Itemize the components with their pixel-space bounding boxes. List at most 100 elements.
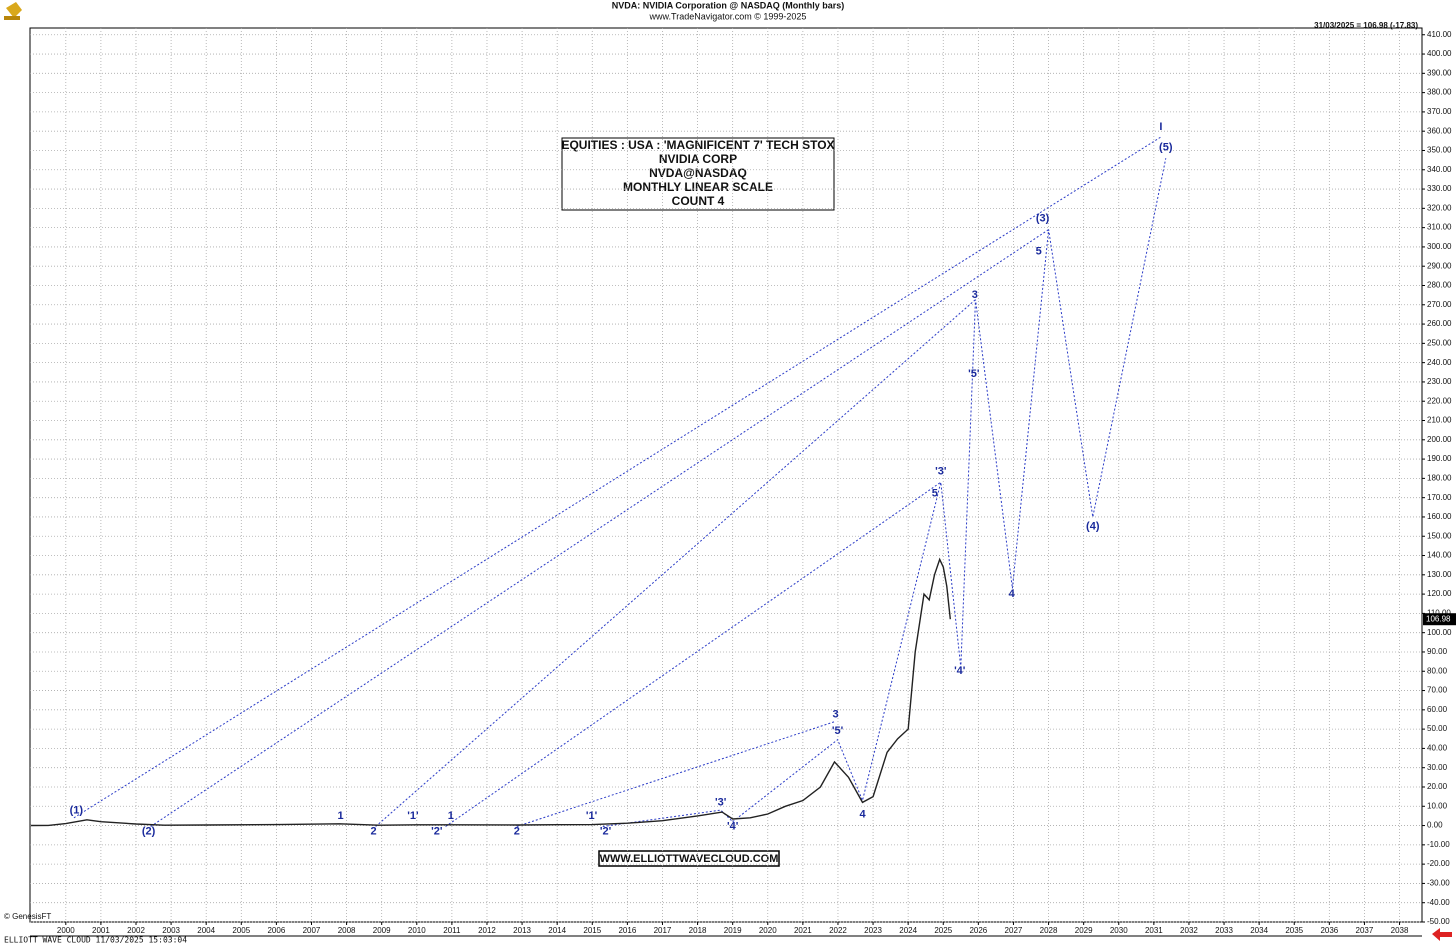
wave-label: 2 <box>514 825 520 837</box>
y-tick-label: 270.00 <box>1427 300 1452 309</box>
wave-line <box>375 299 976 827</box>
x-tick-label: 2023 <box>864 926 882 935</box>
wave-label: '1' <box>407 810 419 822</box>
x-tick-label: 2005 <box>232 926 250 935</box>
x-tick-label: 2000 <box>57 926 75 935</box>
x-tick-label: 2008 <box>338 926 356 935</box>
x-tick-label: 2024 <box>899 926 917 935</box>
info-line: MONTHLY LINEAR SCALE <box>623 180 773 194</box>
wave-label: 4 <box>859 808 866 820</box>
wave-line <box>73 136 1162 819</box>
wave-label: 1 <box>448 810 454 822</box>
x-tick-label: 2031 <box>1145 926 1163 935</box>
x-tick-label: 2020 <box>759 926 777 935</box>
y-tick-label: -10.00 <box>1427 840 1450 849</box>
x-tick-label: 2006 <box>267 926 285 935</box>
wave-label: (4) <box>1086 521 1100 533</box>
x-tick-label: 2035 <box>1285 926 1303 935</box>
y-tick-label: 210.00 <box>1427 416 1452 425</box>
marks: (1)(2)12'1''2'12'1''2''3''4'3'5'4'3'5'4'… <box>30 121 1456 837</box>
x-tick-label: 2017 <box>654 926 672 935</box>
wave-label: 5 <box>932 488 938 500</box>
x-tick-label: 2009 <box>373 926 391 935</box>
source: © GenesisFT <box>4 912 51 921</box>
y-tick-label: -20.00 <box>1427 859 1450 868</box>
info-box: EQUITIES : USA : 'MAGNIFICENT 7' TECH ST… <box>561 137 835 211</box>
wave-label: 5 <box>1036 245 1042 257</box>
x-tick-label: 2014 <box>548 926 566 935</box>
y-tick-label: 390.00 <box>1427 68 1452 77</box>
info-line: NVDA@NASDAQ <box>649 166 747 180</box>
x-tick-label: 2034 <box>1250 926 1268 935</box>
y-tick-label: 10.00 <box>1427 801 1448 810</box>
y-tick-label: 80.00 <box>1427 666 1448 675</box>
x-tick-label: 2003 <box>162 926 180 935</box>
wave-label: 3 <box>972 289 978 301</box>
wave-label: '3' <box>935 466 947 478</box>
y-tick-label: 300.00 <box>1427 242 1452 251</box>
last-price-tag <box>1423 613 1456 626</box>
wave-label: (2) <box>142 825 156 837</box>
wave-label: '2' <box>431 825 443 837</box>
y-tick-label: 230.00 <box>1427 377 1452 386</box>
y-tick-label: -50.00 <box>1427 917 1450 926</box>
y-tick-label: 160.00 <box>1427 512 1452 521</box>
wave-label: I <box>1159 121 1162 133</box>
x-tick-label: 2007 <box>303 926 321 935</box>
wave-label: (1) <box>70 804 84 816</box>
y-tick-label: 360.00 <box>1427 126 1452 135</box>
y-tick-label: 290.00 <box>1427 261 1452 270</box>
y-tick-label: 190.00 <box>1427 454 1452 463</box>
y-tick-label: 310.00 <box>1427 223 1452 232</box>
website: WWW.ELLIOTTWAVECLOUD.COM <box>600 853 779 865</box>
x-tick-label: 2012 <box>478 926 496 935</box>
x-tick-label: 2036 <box>1320 926 1338 935</box>
x-tick-label: 2027 <box>1005 926 1023 935</box>
footer: ELLIOTT WAVE CLOUD 11/03/2025 15:03:04 <box>4 936 187 945</box>
y-tick-label: 100.00 <box>1427 628 1452 637</box>
wave-label: (3) <box>1036 212 1050 224</box>
y-tick-label: 110.00 <box>1427 609 1451 618</box>
wave-label: '4' <box>954 665 966 677</box>
y-tick-label: 410.00 <box>1427 30 1452 39</box>
y-tick-label: 260.00 <box>1427 319 1452 328</box>
y-tick-label: 240.00 <box>1427 358 1452 367</box>
y-tick-label: 370.00 <box>1427 107 1452 116</box>
x-tick-label: 2026 <box>969 926 987 935</box>
y-tick-label: 120.00 <box>1427 589 1452 598</box>
y-tick-label: 130.00 <box>1427 570 1452 579</box>
wave-label: '5' <box>832 725 844 737</box>
x-tick-label: 2019 <box>724 926 742 935</box>
website-box: WWW.ELLIOTTWAVECLOUD.COM <box>598 850 780 867</box>
x-tick-label: 2030 <box>1110 926 1128 935</box>
y-tick-label: 40.00 <box>1427 744 1448 753</box>
logo <box>4 2 22 20</box>
x-tick-label: 2002 <box>127 926 145 935</box>
price-line <box>30 557 951 827</box>
wave-label: '4' <box>727 820 739 832</box>
x-tick-label: 2001 <box>92 926 110 935</box>
scroll-arrow[interactable] <box>1432 928 1452 941</box>
x-tick-label: 2016 <box>618 926 636 935</box>
x-tick-label: 2015 <box>583 926 601 935</box>
wave-label: '2' <box>600 825 612 837</box>
info-box-frame <box>561 137 835 211</box>
y-tick-label: 30.00 <box>1427 763 1448 772</box>
y-tick-label: 180.00 <box>1427 473 1452 482</box>
x-tick-label: 2032 <box>1180 926 1198 935</box>
y-tick-label: 320.00 <box>1427 203 1452 212</box>
y-tick-label: 280.00 <box>1427 281 1452 290</box>
y-tick-label: 170.00 <box>1427 493 1452 502</box>
last-info: 31/03/2025 = 106.98 (-17.83) <box>1314 21 1418 30</box>
x-tick-label: 2033 <box>1215 926 1233 935</box>
y-tick-label: 50.00 <box>1427 724 1448 733</box>
y-tick-label: 220.00 <box>1427 396 1452 405</box>
y-tick-label: -30.00 <box>1427 879 1450 888</box>
y-tick-label: -40.00 <box>1427 898 1450 907</box>
y-tick-label: 200.00 <box>1427 435 1452 444</box>
wave-label: '3' <box>715 796 727 808</box>
wave-line <box>732 158 1167 823</box>
y-tick-label: 380.00 <box>1427 88 1452 97</box>
